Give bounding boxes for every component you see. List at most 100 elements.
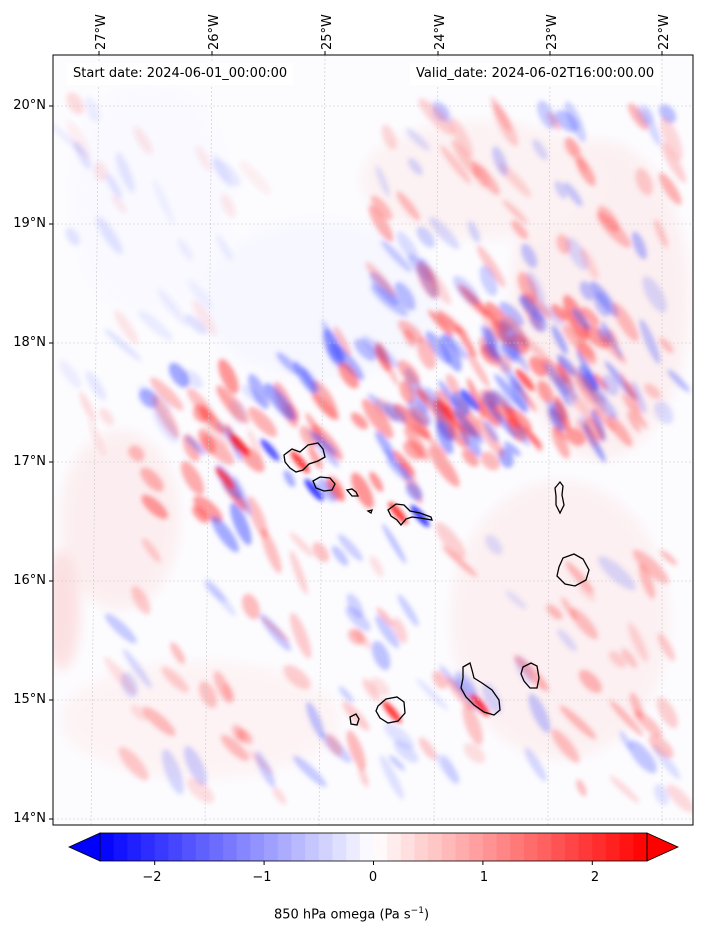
omega-wave-blob [593,292,611,317]
omega-wave-blob [393,740,419,763]
omega-wave-blob [184,314,207,335]
colorbar-step [346,833,361,861]
omega-wave-blob [563,182,583,207]
omega-wave-blob [195,145,212,172]
omega-wave-blob [398,320,424,343]
omega-wave-blob [84,96,100,122]
omega-wave-blob [631,380,647,414]
omega-wave-blob [483,419,499,443]
omega-wave-blob [578,414,592,434]
omega-wave-blob [118,746,149,781]
colorbar-step [154,833,169,861]
omega-wave-blob [569,365,598,405]
omega-wave-blob [66,92,85,115]
lon-label-22w: 22°W [657,14,672,50]
omega-wave-blob [239,160,272,195]
omega-wave-blob [661,142,687,183]
omega-wave-blob [351,472,374,509]
island-santo-antao [283,442,326,473]
omega-wave-blob [180,461,205,496]
omega-wave-blob [416,226,435,248]
omega-wave-blob [627,622,649,662]
omega-wave-blob [141,494,168,520]
colorbar-tick-label: −2 [142,870,162,885]
omega-wave-blob [342,701,370,731]
colorbar-step [400,833,416,861]
omega-wave-blob [405,482,423,501]
omega-wave-blob [369,555,384,577]
omega-wave-blob [547,408,572,433]
omega-wave-blob [53,122,85,155]
colorbar-step [305,833,320,861]
omega-wave-blob [441,545,478,577]
omega-wave-blob [185,435,206,456]
omega-wave-blob [370,677,390,697]
omega-wave-blob [576,779,587,797]
omega-wave-blob [184,746,207,786]
omega-wave-blob [452,275,480,305]
omega-wave-blob [561,597,577,621]
omega-wave-blob [642,107,661,147]
omega-wave-blob [397,360,420,385]
omega-wave-blob [383,722,415,750]
omega-strong-cell [515,368,535,392]
omega-wave-blob [131,585,151,615]
omega-wave-blob [482,683,502,714]
omega-wave-blob [658,172,682,205]
lat-label-18n: 18°N [13,335,46,350]
colorbar-step [414,833,429,861]
omega-wave-blob [435,421,454,455]
omega-wave-blob [115,152,135,193]
island-sal [554,480,565,515]
omega-wave-blob [642,276,667,313]
omega-wave-blob [338,362,359,389]
omega-wave-blob [433,409,458,442]
omega-wave-blob [168,362,189,388]
omega-wave-blob [467,221,481,243]
omega-wave-blob [247,428,263,460]
omega-wave-blob [362,678,380,702]
omega-wave-blob [388,755,406,771]
omega-wave-blob [96,216,123,254]
omega-wave-blob [632,549,669,584]
colorbar-step [564,833,580,861]
colorbar-step [209,833,224,861]
colorbar-step [537,833,552,861]
omega-wave-blob [653,784,670,806]
omega-wave-blob [375,615,400,649]
omega-wave-blob [635,168,653,196]
colorbar-step [523,833,539,861]
omega-wave-blob [396,231,419,261]
omega-wave-blob [561,373,578,402]
omega-strong-cell [304,478,324,502]
omega-wave-blob [392,617,408,644]
omega-wave-blob [519,294,540,315]
omega-wave-blob [216,235,233,261]
omega-wave-blob [346,730,366,770]
omega-wave-blob [528,693,551,733]
island-santiago [460,662,501,716]
omega-wave-blob [619,372,642,414]
omega-wave-blob [428,445,460,487]
omega-strong-cell [230,433,250,457]
omega-wave-blob [532,139,548,160]
omega-wave-blob [142,706,176,736]
omega-strong-cell [215,466,235,490]
omega-wave-blob [371,641,391,670]
omega-wave-blob [562,325,595,359]
colorbar-tick-label: 0 [368,870,378,885]
omega-wave-blob [260,616,291,643]
omega-wave-blob [326,733,343,756]
omega-field [53,80,693,813]
omega-wave-blob [524,747,547,782]
omega-wave-blob [499,301,524,327]
omega-wave-blob [381,124,397,150]
omega-wave-blob [386,457,410,482]
omega-wave-blob [654,401,674,425]
omega-wave-blob [85,371,107,401]
colorbar-step [455,833,470,861]
omega-wave-blob [79,391,96,422]
colorbar-step [441,833,457,861]
colorbar-step [113,833,128,861]
